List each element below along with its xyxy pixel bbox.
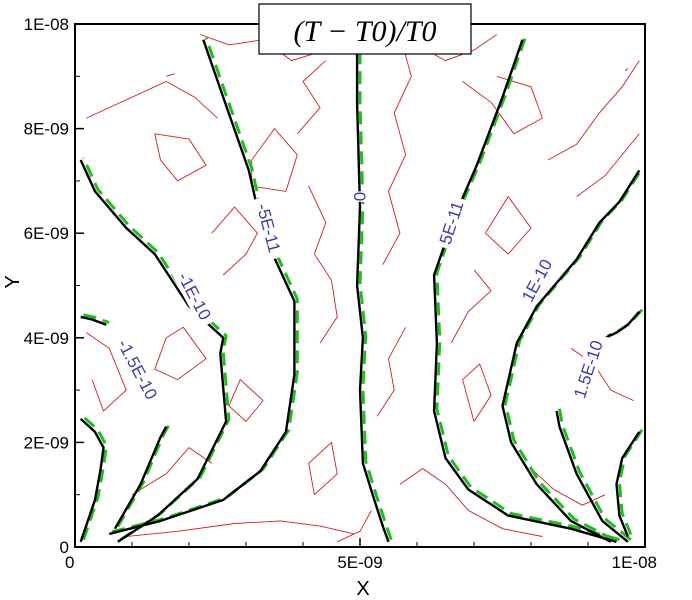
analytic-contour-1: [116, 423, 171, 528]
y-tick-label: 0: [60, 538, 69, 557]
analytic-contour-6: [435, 37, 620, 542]
x-tick-label: 0: [65, 553, 74, 572]
noise-contour-17: [485, 195, 532, 255]
contour-label-3: 0: [350, 192, 369, 201]
y-tick-label: 8E-09: [24, 120, 69, 139]
analytic-contour-3: [83, 313, 110, 325]
computed-contour-7: [501, 169, 641, 543]
chart-title: (T − T0)/T0: [293, 15, 436, 48]
noise-contour-25: [337, 510, 372, 543]
noise-contour-6: [86, 332, 127, 412]
noise-contour-13: [382, 34, 412, 265]
noise-contour-26: [166, 73, 175, 77]
computed-contour-6: [432, 39, 617, 543]
contour-label-bg-4: [434, 195, 469, 251]
computed-contour-10: [615, 431, 641, 537]
contour-label-bg-2: [251, 195, 286, 261]
noise-contour-9: [126, 520, 355, 537]
noise-contour-5: [154, 326, 207, 381]
computed-contour-3: [80, 315, 107, 326]
noise-contour-4: [211, 206, 258, 276]
noise-contour-22: [570, 347, 634, 402]
y-tick-label: 4E-09: [24, 329, 69, 348]
title-box: (T − T0)/T0: [258, 3, 472, 55]
noise-contour-7: [228, 379, 264, 423]
analytic-contour-0: [82, 415, 108, 541]
noise-contour-20: [450, 269, 492, 344]
contour-label-bg-0: [109, 328, 166, 411]
y-axis-label: Y: [2, 275, 24, 288]
computed-contour-5: [355, 50, 390, 543]
noise-contour-11: [308, 185, 338, 344]
y-tick-label: 2E-09: [24, 433, 69, 452]
noise-contour-1: [86, 80, 218, 119]
computed-contour-1: [113, 426, 168, 530]
contour-label-bg-1: [171, 264, 218, 329]
y-tick-label: 6E-09: [24, 224, 69, 243]
noise-contour-8: [131, 447, 213, 496]
noise-contour-21: [462, 363, 492, 422]
x-axis-label: X: [356, 578, 369, 600]
black-solid-contours: [79, 39, 641, 543]
computed-contour-4: [108, 39, 296, 536]
computed-contour-2: [79, 159, 228, 543]
computed-contour-8: [604, 310, 641, 339]
computed-contour-0: [79, 418, 105, 543]
noise-contour-19: [576, 133, 640, 197]
contour-label-bg-5: [516, 253, 558, 308]
noise-contour-27: [624, 68, 629, 72]
analytic-contour-9: [558, 408, 632, 541]
noise-contour-12: [296, 60, 327, 135]
contour-label-bg-6: [568, 331, 609, 407]
noise-contour-10: [308, 441, 338, 496]
noise-contour-18: [547, 60, 640, 161]
noise-contour-23: [399, 468, 543, 537]
x-tick-label: 5E-09: [337, 553, 382, 572]
contour-label-bg-3: [350, 191, 369, 202]
computed-contour-9: [555, 410, 629, 543]
red-noise-contours: [86, 34, 640, 543]
noise-contour-2: [154, 133, 207, 182]
green-dashed-contours: [82, 37, 644, 542]
noise-contour-16: [462, 75, 543, 135]
noise-contour-14: [376, 327, 406, 417]
noise-contour-24: [530, 468, 606, 506]
x-tick-label: 1E-08: [612, 553, 657, 572]
analytic-contour-4: [111, 37, 299, 534]
y-tick-label: 1E-08: [24, 15, 69, 34]
axis-ticks: 0 5E-09 1E-08 0 2E-09 4E-09 6E-09 8E-09 1E-08: [24, 15, 657, 572]
analytic-contour-5: [358, 48, 393, 541]
